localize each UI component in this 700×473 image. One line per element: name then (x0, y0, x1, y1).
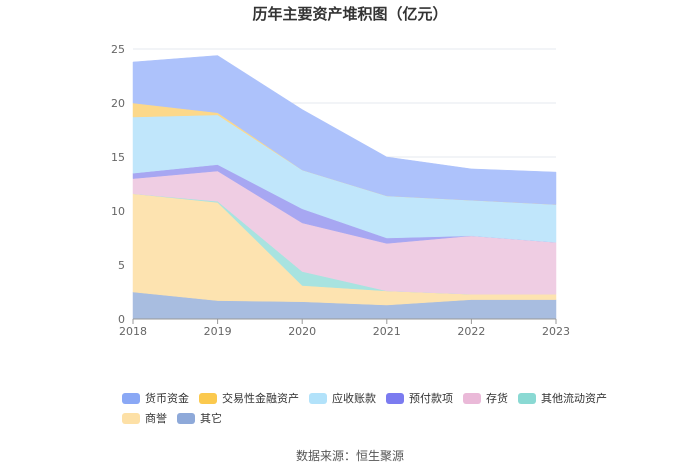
legend-label: 其他流动资产 (541, 392, 607, 405)
legend-item[interactable]: 应收账款 (309, 390, 376, 406)
legend-label: 预付款项 (409, 392, 453, 405)
legend-item[interactable]: 其它 (177, 410, 222, 426)
y-tick-label: 25 (111, 43, 125, 56)
legend-swatch (463, 392, 481, 404)
area-series-货币资金 (132, 55, 557, 205)
legend-label: 存货 (486, 392, 508, 405)
source-note: 数据来源：恒生聚源 (295, 449, 404, 463)
x-tick-label: 2019 (204, 325, 232, 338)
area-layer (132, 55, 557, 320)
legend-item[interactable]: 交易性金融资产 (199, 390, 299, 406)
legend-swatch (177, 412, 195, 424)
legend-swatch (386, 392, 404, 404)
y-tick-label: 0 (118, 313, 125, 326)
legend-label: 交易性金融资产 (222, 392, 299, 405)
y-tick-label: 10 (111, 205, 125, 218)
y-tick-label: 5 (118, 259, 125, 272)
legend-item[interactable]: 预付款项 (386, 390, 453, 406)
legend-label: 其它 (200, 412, 222, 425)
legend-item[interactable]: 其他流动资产 (518, 390, 607, 406)
x-tick-label: 2022 (457, 325, 485, 338)
legend: 货币资金 交易性金融资产 应收账款 预付款项 存货 其他流动资产 商誉 其它 (122, 388, 607, 428)
legend-label: 货币资金 (145, 392, 189, 405)
legend-swatch (122, 412, 140, 424)
legend-item[interactable]: 货币资金 (122, 390, 189, 406)
legend-item[interactable]: 存货 (463, 390, 508, 406)
legend-label: 商誉 (145, 412, 167, 425)
y-tick-label: 20 (111, 97, 125, 110)
legend-item[interactable]: 商誉 (122, 410, 167, 426)
legend-swatch (309, 392, 327, 404)
y-tick-label: 15 (111, 151, 125, 164)
x-tick-label: 2023 (542, 325, 570, 338)
legend-row: 商誉 其它 (122, 408, 602, 428)
chart-title: 历年主要资产堆积图（亿元） (252, 5, 448, 23)
legend-swatch (199, 392, 217, 404)
x-tick-label: 2021 (373, 325, 401, 338)
legend-label: 应收账款 (332, 392, 376, 405)
x-tick-label: 2018 (119, 325, 147, 338)
legend-swatch (518, 392, 536, 404)
x-tick-label: 2020 (288, 325, 316, 338)
legend-swatch (122, 392, 140, 404)
legend-row: 货币资金 交易性金融资产 应收账款 预付款项 存货 其他流动资产 (122, 388, 607, 408)
axis-layer: 0 5 10 15 20 25 2018 2019 2020 2021 2022 2023 (111, 43, 570, 338)
